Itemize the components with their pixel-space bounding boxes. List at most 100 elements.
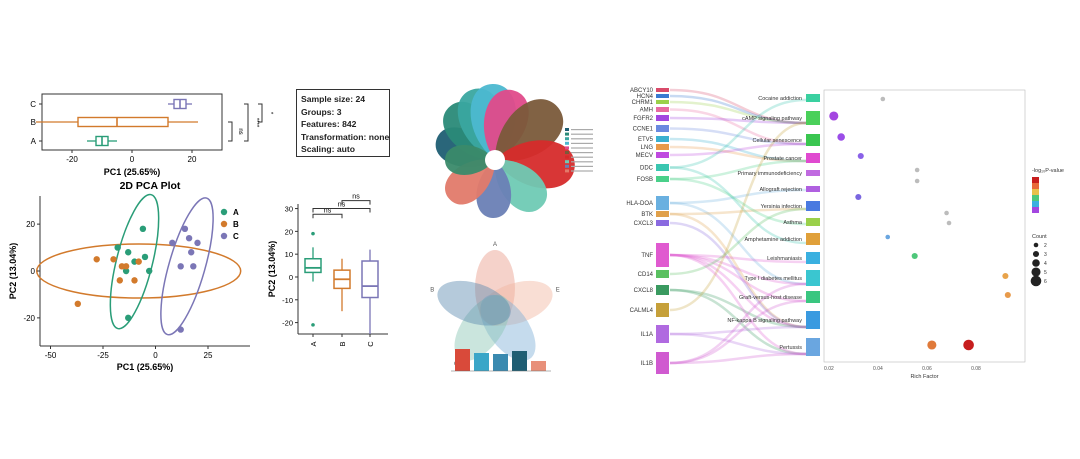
legend-key-B	[220, 220, 228, 228]
sample-size-text: Sample size: 24	[301, 94, 366, 104]
x-axis-title: PC1 (25.65%)	[117, 362, 174, 372]
count-legend-dot	[1032, 250, 1040, 258]
sankey-flow	[669, 201, 807, 286]
point-A	[125, 314, 132, 322]
dotplot-point	[963, 339, 974, 351]
point-A	[125, 249, 132, 256]
pathway-label: Prostate cancer	[763, 156, 802, 162]
pca-info-box: Sample size: 24 Groups: 3 Features: 842 …	[296, 89, 390, 157]
point-A	[146, 267, 153, 275]
significance-label: ****	[253, 118, 259, 128]
point-B	[116, 277, 124, 284]
y-tick-label: 0	[289, 273, 293, 282]
point-B	[131, 277, 138, 284]
count-legend-title: Count	[1032, 234, 1047, 240]
x-tick-label: 0.02	[824, 366, 834, 372]
colorbar-segment	[1032, 189, 1039, 195]
sankey-flow	[669, 137, 807, 163]
pathway-label: Pertussis	[779, 345, 802, 351]
legend-text-line	[571, 147, 593, 149]
bar	[474, 353, 489, 371]
legend-swatch	[565, 151, 569, 154]
point-A	[141, 253, 149, 261]
bar	[493, 354, 508, 371]
gene-node	[656, 88, 669, 92]
point-C	[169, 239, 176, 247]
y-tick-label: A	[31, 137, 37, 146]
sankey-flow	[669, 253, 807, 356]
y-tick-label: 10	[285, 250, 293, 259]
dotplot-frame	[823, 89, 1026, 363]
dotplot-point	[914, 178, 920, 184]
bar	[455, 349, 470, 371]
venn-set-label: B	[430, 288, 434, 294]
gene-label: CCNE1	[633, 127, 654, 133]
bar	[531, 361, 546, 371]
sankey-flow	[669, 299, 807, 365]
legend-label: C	[233, 232, 239, 241]
gene-node	[656, 144, 669, 150]
significance-bracket	[258, 103, 263, 123]
legend-text-line	[571, 165, 593, 167]
sankey-flow	[669, 108, 807, 146]
transformation-text: Transformation: none	[301, 131, 390, 142]
gene-label: AMH	[640, 108, 653, 114]
sankey-flow	[669, 207, 807, 276]
y-tick-label: 0	[31, 267, 36, 276]
y-tick-label: C	[30, 100, 36, 109]
venn-ellipse	[454, 294, 510, 361]
sankey-flow	[669, 253, 807, 264]
count-legend-dot	[1031, 267, 1041, 277]
dotplot-point	[1004, 291, 1011, 299]
sankey-flow	[669, 127, 807, 146]
point-A	[114, 244, 121, 251]
legend-key-C	[220, 232, 228, 240]
pathway-label: Leishmaniasis	[767, 256, 802, 262]
outlier-point	[311, 323, 315, 327]
legend-text-line	[571, 129, 593, 131]
dotplot-point	[829, 111, 839, 121]
significance-label: ns	[237, 128, 243, 134]
y-tick-label: B	[31, 118, 36, 127]
y-tick-label: -20	[282, 319, 293, 328]
dotplot-point	[857, 152, 864, 160]
legend-swatch	[565, 169, 569, 173]
point-B	[74, 300, 82, 308]
x-tick-label: A	[309, 341, 318, 346]
dotplot-point	[914, 167, 920, 173]
gene-label: DDC	[640, 166, 654, 172]
point-C	[194, 239, 201, 247]
significance-bracket	[228, 121, 233, 142]
x-tick-label: 25	[204, 351, 213, 360]
venn-ellipse	[479, 280, 553, 326]
x-axis-title: Rich Factor	[910, 374, 938, 380]
y-tick-label: -20	[23, 314, 35, 323]
x-tick-label: 0.08	[971, 366, 981, 372]
count-legend-label: 3	[1044, 252, 1047, 258]
legend-key-A	[220, 208, 228, 216]
dotplot-point	[944, 210, 949, 216]
pathway-node	[806, 270, 820, 286]
sankey-flow	[669, 98, 807, 169]
gene-node	[656, 352, 669, 374]
gene-label: CALML4	[630, 308, 654, 314]
pathway-label: Asthma	[783, 220, 803, 226]
dotplot-point	[911, 252, 918, 260]
sankey-flow	[669, 282, 807, 365]
significance-label: *	[267, 112, 273, 115]
gene-node	[656, 115, 669, 121]
gene-label: ETV5	[638, 137, 654, 143]
legend-text-line	[571, 170, 593, 172]
box-B	[77, 116, 169, 128]
gene-label: ABCY10	[630, 88, 654, 94]
pathway-node	[806, 291, 820, 303]
sankey-flow	[669, 116, 807, 125]
sankey-flow	[669, 100, 807, 125]
venn-set-label: E	[556, 288, 560, 294]
colorbar-segment	[1032, 207, 1039, 213]
point-B	[110, 256, 117, 263]
gene-label: CXCL8	[634, 288, 654, 294]
sankey-flow	[669, 332, 807, 356]
count-legend-label: 5	[1044, 270, 1047, 276]
